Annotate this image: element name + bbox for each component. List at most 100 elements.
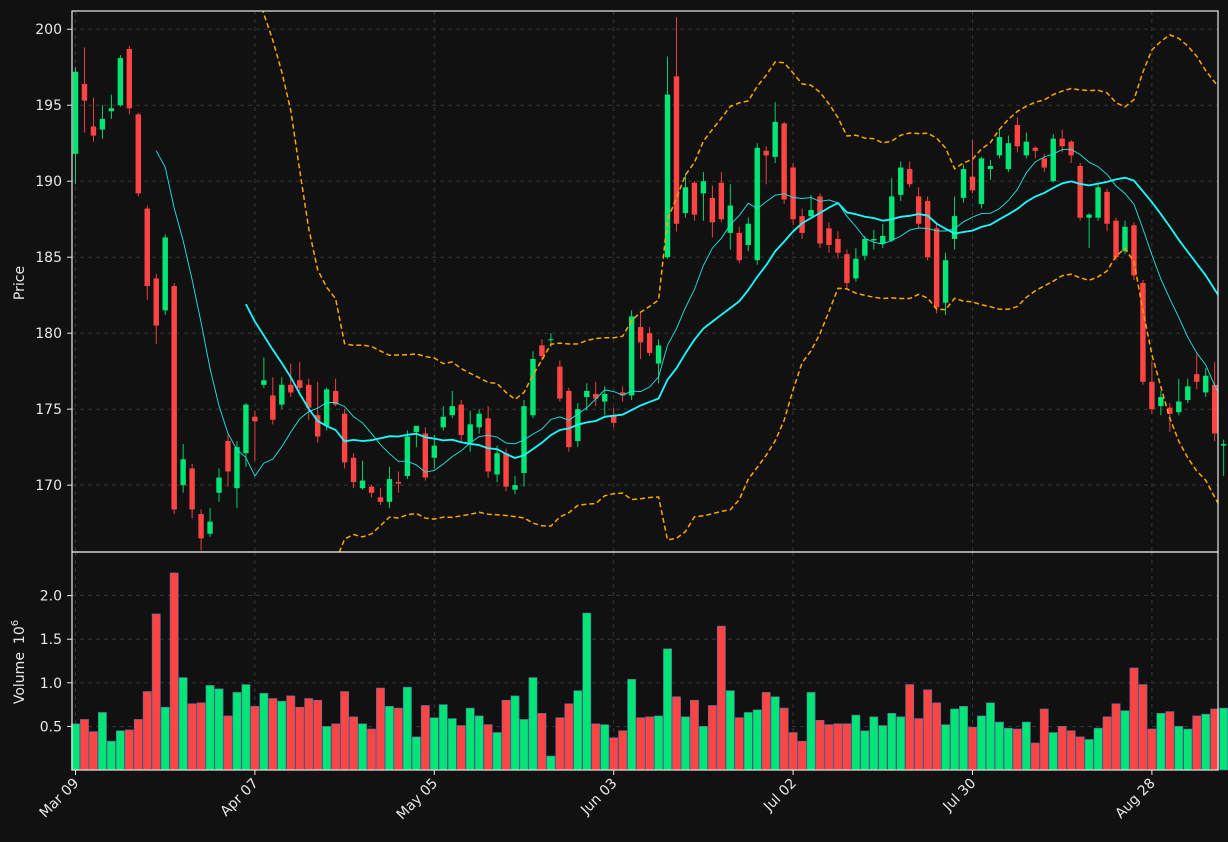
volume-bar: [89, 731, 98, 771]
candle: [404, 430, 411, 480]
volume-bar: [555, 717, 565, 771]
volume-bar: [977, 715, 986, 771]
volume-bar: [950, 708, 959, 771]
candle: [951, 196, 958, 250]
candle-body: [736, 232, 742, 261]
volume-bar: [663, 648, 672, 771]
candle: [1113, 217, 1119, 261]
indicator-lines: [155, 11, 1218, 552]
volume-bar: [725, 690, 735, 771]
volume-bar: [1183, 728, 1193, 771]
candle-body: [1211, 384, 1218, 434]
candle: [1140, 279, 1146, 385]
candle-body: [655, 345, 662, 364]
candle: [790, 162, 796, 226]
candle: [162, 234, 168, 315]
volume-bar: [528, 677, 538, 771]
candle: [539, 339, 545, 361]
candle-body: [207, 521, 213, 534]
volume-bar: [878, 725, 888, 771]
candle: [808, 194, 814, 220]
candle: [341, 409, 348, 469]
volume-bar: [340, 691, 349, 771]
candle-body: [619, 392, 626, 396]
volume-bar: [447, 718, 457, 771]
price-tick-label: 175: [35, 402, 62, 418]
candle-body: [99, 118, 106, 130]
candle-body: [332, 390, 339, 405]
candle-body: [162, 237, 168, 311]
candle: [942, 252, 949, 315]
candle-body: [808, 210, 814, 217]
candle: [1185, 378, 1191, 404]
candle: [907, 161, 913, 188]
volume-bar: [1075, 736, 1085, 771]
candle-body: [700, 181, 707, 194]
candle: [503, 448, 509, 492]
price-tick-label: 195: [35, 98, 62, 114]
volume-bar: [932, 702, 942, 771]
volume-bar: [1156, 713, 1166, 771]
candle: [198, 509, 204, 551]
volume-bar: [1039, 708, 1049, 771]
volume-bar: [573, 690, 583, 771]
candle-body: [602, 393, 608, 402]
volume-axis-label: Volume 106: [10, 620, 28, 704]
volume-bar: [851, 714, 861, 771]
volume-bar: [564, 703, 574, 771]
candle: [377, 488, 384, 505]
candle-body: [844, 254, 850, 284]
candle: [467, 410, 473, 452]
candle: [368, 485, 375, 498]
candle: [844, 249, 850, 290]
volume-bar: [582, 612, 592, 771]
candle-body: [1185, 386, 1191, 401]
candle: [1158, 390, 1164, 416]
candle-body: [763, 150, 769, 156]
candle: [332, 378, 339, 407]
candle: [584, 383, 590, 411]
candle: [709, 185, 716, 238]
volume-bar: [1102, 716, 1112, 771]
volume-bar: [887, 713, 897, 771]
candle-body: [1086, 214, 1092, 218]
candle: [189, 463, 195, 519]
volume-bar: [322, 726, 332, 771]
candle: [359, 460, 366, 490]
candle: [835, 231, 841, 259]
candle-body: [1149, 381, 1155, 410]
volume-bar: [995, 721, 1004, 771]
volume-bar: [259, 692, 269, 771]
candle-body: [386, 479, 393, 502]
candle: [90, 97, 97, 142]
price-axis-ticks: 170 175 180 185 190 195 200: [35, 22, 72, 494]
candle-body: [288, 384, 294, 393]
candle-body: [745, 223, 751, 246]
candle: [781, 121, 787, 204]
candle-body: [942, 260, 949, 303]
candle-body: [476, 413, 482, 428]
candle: [969, 140, 976, 194]
candle-body: [772, 121, 778, 157]
volume-bar: [591, 723, 601, 771]
volume-bar: [358, 723, 367, 771]
candle: [557, 360, 563, 402]
candle-body: [494, 453, 500, 475]
volume-bar: [438, 704, 448, 771]
volume-tick-label: 0.5: [40, 719, 62, 735]
volume-bar: [71, 723, 80, 771]
candle: [871, 229, 877, 250]
volume-bar: [914, 718, 924, 771]
candle-body: [198, 514, 204, 539]
volume-bar: [537, 713, 547, 771]
candle: [225, 434, 231, 487]
volume-bar: [178, 677, 188, 771]
candle-body: [646, 333, 653, 353]
volume-bar: [1066, 730, 1076, 771]
volume-bar: [1012, 728, 1022, 771]
candle-body: [1104, 191, 1110, 224]
volume-bar: [510, 695, 520, 771]
candle: [485, 406, 491, 478]
candle: [449, 390, 455, 419]
candle: [1014, 117, 1021, 153]
